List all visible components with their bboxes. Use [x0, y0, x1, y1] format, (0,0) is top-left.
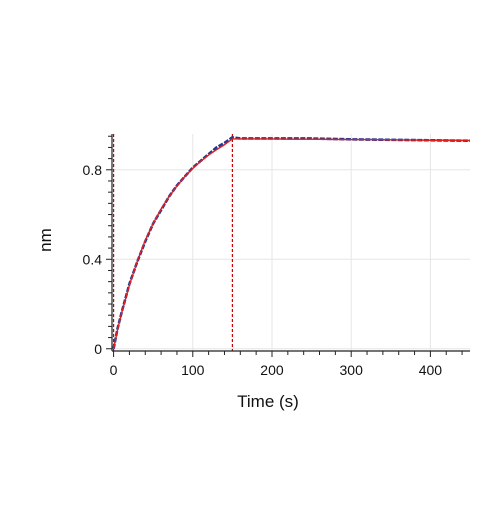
x-tick-label: 300	[340, 362, 364, 378]
y-axis-title: nm	[36, 228, 55, 252]
label-layer: 0 100 200 300 400 0 0.4 0.8	[83, 162, 443, 378]
y-tick-label: 0	[94, 341, 102, 357]
axis-layer	[106, 134, 470, 357]
fit-series-line	[112, 138, 471, 349]
marker-layer	[112, 134, 233, 351]
grid-layer	[112, 134, 470, 351]
x-tick-label: 0	[110, 362, 118, 378]
y-tick-label: 0.8	[83, 162, 103, 178]
y-tick-label: 0.4	[83, 251, 103, 267]
x-tick-label: 100	[181, 362, 205, 378]
series-layer	[112, 136, 471, 350]
x-tick-label: 200	[260, 362, 284, 378]
x-axis-title: Time (s)	[237, 392, 299, 411]
x-tick-label: 400	[419, 362, 443, 378]
measured-series-line	[112, 136, 471, 350]
